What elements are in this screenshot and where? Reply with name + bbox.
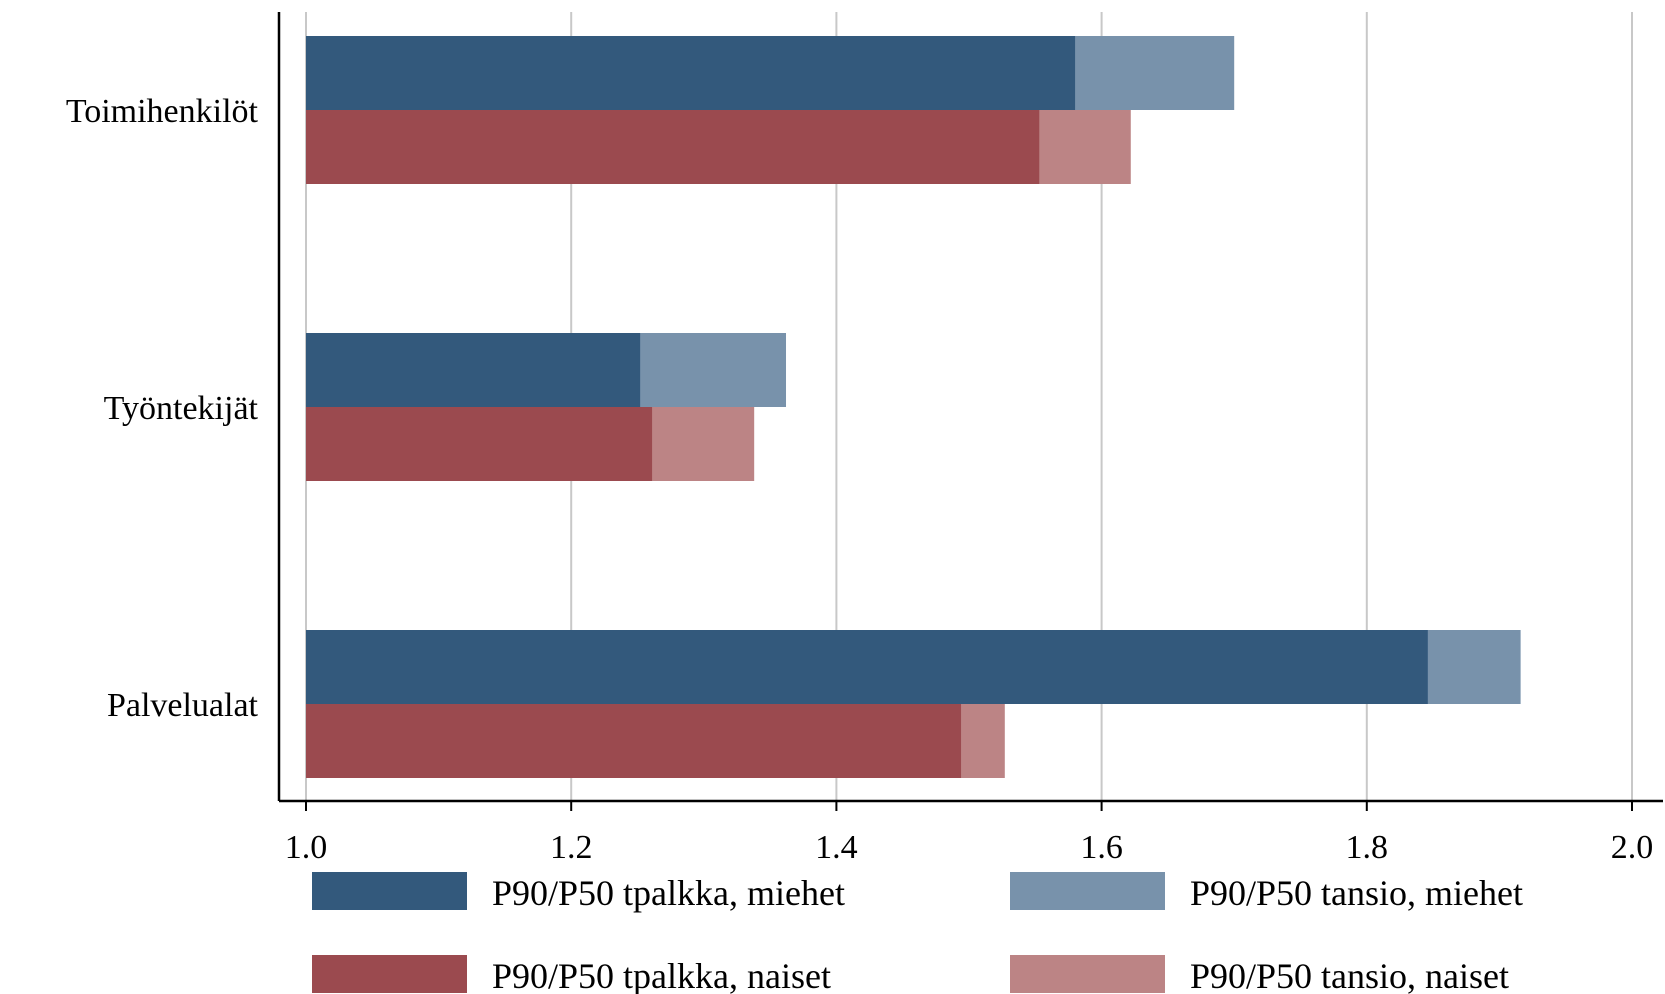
x-axis-ticks: 1.0 1.2 1.4 1.6 1.8 2.0 <box>285 801 1654 866</box>
legend-swatch <box>1010 955 1165 993</box>
category-label: Palvelualat <box>107 687 259 724</box>
tick-label: 1.8 <box>1346 829 1389 866</box>
category-labels: Toimihenkilöt Työntekijät Palvelualat <box>66 93 259 724</box>
legend-swatch <box>312 872 467 910</box>
tick-label: 1.2 <box>550 829 593 866</box>
category-label: Työntekijät <box>104 390 259 427</box>
tick-label: 2.0 <box>1611 829 1654 866</box>
legend-label: P90/P50 tpalkka, miehet <box>492 873 845 913</box>
legend-label: P90/P50 tansio, miehet <box>1190 873 1523 913</box>
axes <box>277 12 1663 803</box>
legend-label: P90/P50 tpalkka, naiset <box>492 956 831 994</box>
bar-tpalkka-naiset <box>306 407 653 481</box>
category-label: Toimihenkilöt <box>66 93 259 130</box>
legend: P90/P50 tpalkka, miehet P90/P50 tansio, m… <box>312 872 1523 994</box>
tick-label: 1.6 <box>1080 829 1123 866</box>
tick-label: 1.0 <box>285 829 328 866</box>
bars <box>306 36 1521 778</box>
bar-tpalkka-miehet <box>306 36 1076 110</box>
tick-label: 1.4 <box>815 829 858 866</box>
legend-swatch <box>1010 872 1165 910</box>
bar-tpalkka-naiset <box>306 110 1040 184</box>
bar-tpalkka-naiset <box>306 704 962 778</box>
bar-tpalkka-miehet <box>306 630 1428 704</box>
bar-tpalkka-miehet <box>306 333 641 407</box>
legend-label: P90/P50 tansio, naiset <box>1190 956 1509 994</box>
legend-swatch <box>312 955 467 993</box>
